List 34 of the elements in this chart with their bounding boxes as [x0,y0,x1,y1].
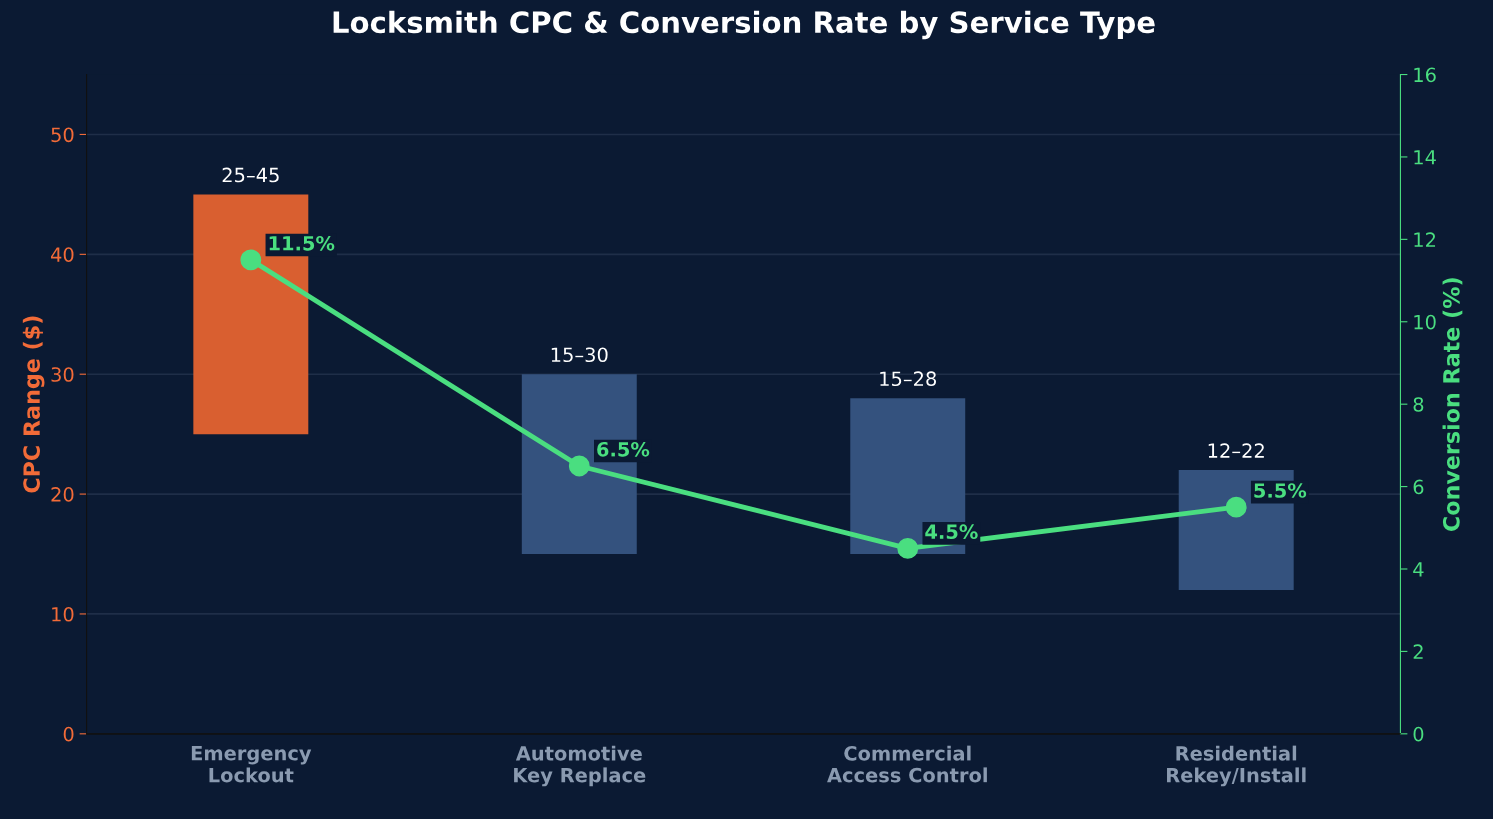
point [897,537,919,559]
y2-tick-label: 6 [1413,479,1424,495]
chart-title: Locksmith CPC & Conversion Rate by Service Type [333,10,1155,40]
point [1225,496,1247,518]
data-label: 15–28 [880,371,937,387]
y-tick-label: 0 [63,726,74,742]
data-label: 15–30 [551,347,608,363]
y2-tick-label: 10 [1414,314,1436,330]
y-tick-label: 50 [51,127,74,143]
x-tick-label: Automotive Key Replace [514,745,646,787]
y2-tick-label: 4 [1413,562,1424,577]
point [240,249,262,271]
data-label: 6.5% [597,441,650,457]
y2-axis-title: Conversion Rate (%) [1442,278,1463,531]
y-tick-label: 10 [52,606,74,622]
x-tick-label: Commercial Access Control [827,745,987,783]
data-label: 5.5% [1254,483,1307,498]
y-tick-label: 30 [51,367,74,382]
y2-tick-label: 12 [1414,232,1436,247]
x-tick-label: Emergency Lockout [191,746,312,783]
data-label: 12–22 [1208,443,1264,458]
point [568,455,590,477]
y2-tick-label: 14 [1414,150,1436,165]
y2-tick-label: 2 [1413,644,1423,659]
data-label: 25–45 [222,167,279,183]
data-label: 4.5% [925,524,978,540]
y2-tick-label: 8 [1413,397,1424,412]
y2-tick-label: 16 [1414,67,1436,83]
y2-tick-label: 0 [1413,726,1424,742]
y-tick-label: 40 [51,247,74,262]
y-axis-title: CPC Range ($) [22,316,45,493]
x-tick-label: Residential Rekey/Install [1167,745,1306,787]
data-label: 11.5% [269,235,335,251]
y-tick-label: 20 [51,487,74,502]
